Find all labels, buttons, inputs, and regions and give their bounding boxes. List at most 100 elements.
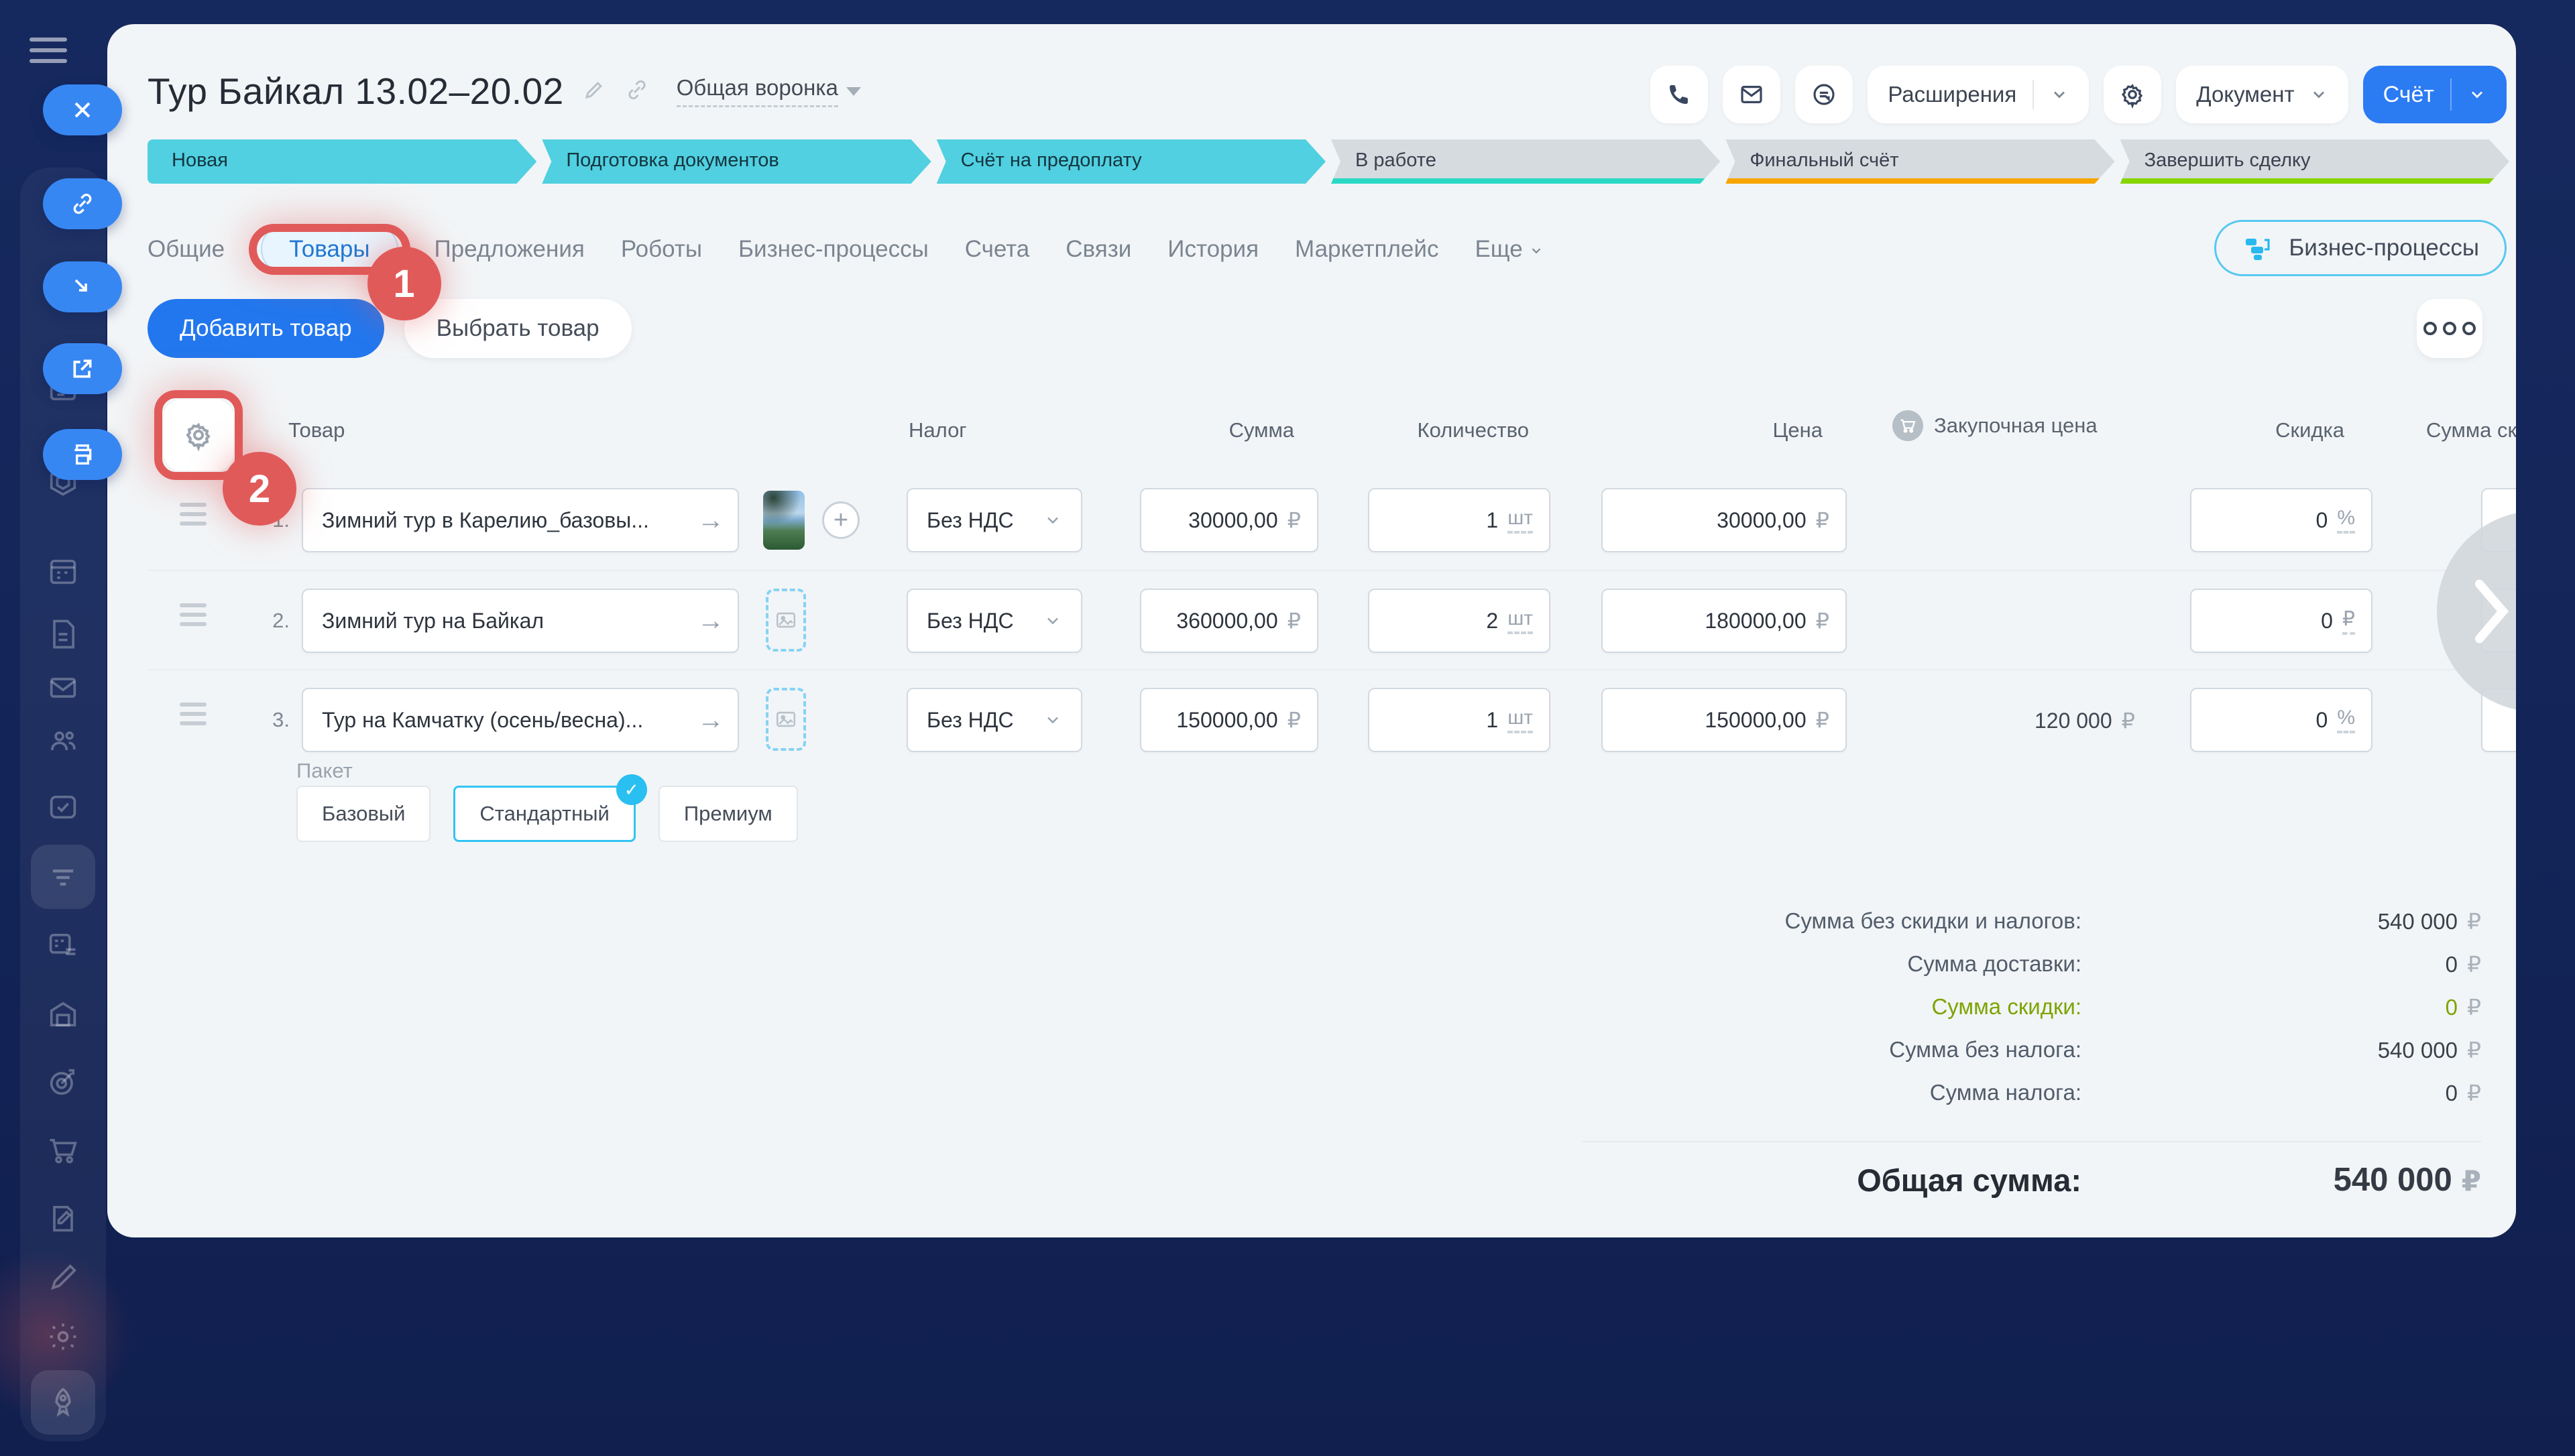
tab-marketplace[interactable]: Маркетплейс xyxy=(1295,236,1439,262)
stage-new[interactable]: Новая xyxy=(148,139,536,184)
price-input[interactable]: 150000,00 ₽ xyxy=(1601,688,1847,752)
pipeline-stages: Новая Подготовка документов Счёт на пред… xyxy=(148,139,2509,184)
settings-button[interactable] xyxy=(2104,66,2162,123)
invoice-button[interactable]: Счёт xyxy=(2362,66,2507,123)
open-external-button[interactable] xyxy=(43,343,122,394)
stage-final-invoice[interactable]: Финальный счёт xyxy=(1725,139,2114,184)
drag-handle-icon[interactable] xyxy=(180,503,207,531)
call-button[interactable] xyxy=(1650,66,1709,123)
amount-input[interactable]: 150000,00 ₽ xyxy=(1140,688,1318,752)
discount-unit-selector[interactable]: % xyxy=(2337,507,2355,534)
crm-funnel-icon[interactable] xyxy=(31,845,95,909)
email-button[interactable] xyxy=(1723,66,1781,123)
cart-icon xyxy=(1892,410,1923,441)
tab-general[interactable]: Общие xyxy=(148,236,225,262)
extensions-button[interactable]: Расширения xyxy=(1868,66,2090,123)
open-product-icon[interactable]: → xyxy=(697,605,724,635)
add-product-button[interactable]: Добавить товар xyxy=(148,299,384,358)
unit-selector[interactable]: шт xyxy=(1507,507,1533,534)
product-name-input[interactable]: Зимний тур в Карелию_базовы... → xyxy=(302,488,739,552)
tab-robots[interactable]: Роботы xyxy=(620,236,703,262)
product-name-input[interactable]: Зимний тур на Байкал → xyxy=(302,589,739,653)
drag-handle-icon[interactable] xyxy=(180,703,207,731)
col-header-price: Цена xyxy=(1772,418,1823,442)
tab-offers[interactable]: Предложения xyxy=(434,236,585,262)
copy-link-button[interactable] xyxy=(43,178,122,229)
package-options: Базовый Стандартный ✓ Премиум xyxy=(296,774,798,842)
tab-products[interactable]: Товары xyxy=(261,224,398,274)
target-icon[interactable] xyxy=(46,1065,80,1099)
discount-input[interactable]: 0% xyxy=(2190,488,2372,552)
table-settings-button[interactable] xyxy=(164,400,233,471)
invoice-label: Счёт xyxy=(2383,81,2434,107)
calendar-icon[interactable] xyxy=(46,554,80,589)
discount-unit-selector[interactable]: % xyxy=(2337,707,2355,733)
stage-prepay[interactable]: Счёт на предоплату xyxy=(937,139,1326,184)
tab-history[interactable]: История xyxy=(1167,236,1259,262)
tax-select[interactable]: Без НДС xyxy=(907,688,1082,752)
open-product-icon[interactable]: → xyxy=(697,705,724,735)
document-button[interactable]: Документ xyxy=(2176,66,2348,123)
price-input[interactable]: 180000,00 ₽ xyxy=(1601,589,1847,653)
edit-title-icon[interactable] xyxy=(581,77,607,106)
discount-input[interactable]: 0 ₽ xyxy=(2190,589,2372,653)
package-option-premium[interactable]: Премиум xyxy=(658,786,798,842)
total-label: Общая сумма: xyxy=(1857,1162,2081,1198)
funnel-selector[interactable]: Общая воронка xyxy=(676,75,838,107)
stage-docs[interactable]: Подготовка документов xyxy=(542,139,931,184)
cart-icon[interactable] xyxy=(46,1133,80,1168)
unit-selector[interactable]: шт xyxy=(1507,607,1533,634)
price-input[interactable]: 30000,00 ₽ xyxy=(1601,488,1847,552)
tasks-icon[interactable] xyxy=(46,790,80,825)
planner-icon[interactable] xyxy=(46,928,80,963)
product-name-input[interactable]: Тур на Камчатку (осень/весна)... → xyxy=(302,688,739,752)
summary-row-discount[interactable]: Сумма скидки: 0 ₽ xyxy=(1931,994,2481,1020)
business-processes-button[interactable]: Бизнес-процессы xyxy=(2214,220,2507,276)
users-icon[interactable] xyxy=(46,724,80,759)
tab-invoices[interactable]: Счета xyxy=(964,236,1030,262)
tab-bizproc[interactable]: Бизнес-процессы xyxy=(738,236,929,262)
rocket-icon[interactable] xyxy=(31,1370,95,1435)
sign-document-icon[interactable] xyxy=(46,1201,80,1236)
open-product-icon[interactable]: → xyxy=(697,505,724,535)
amount-input[interactable]: 30000,00 ₽ xyxy=(1140,488,1318,552)
selected-check-icon: ✓ xyxy=(616,774,647,805)
summary-row: Сумма без скидки и налогов: 540 000 ₽ xyxy=(1784,908,2481,934)
minimize-button[interactable] xyxy=(43,261,122,312)
main-menu-icon[interactable] xyxy=(30,38,67,70)
drag-handle-icon[interactable] xyxy=(180,603,207,631)
pen-icon[interactable] xyxy=(46,1260,80,1295)
purchase-price-value: 120 000 ₽ xyxy=(2034,709,2135,733)
quantity-input[interactable]: 1 шт xyxy=(1368,688,1550,752)
tab-links[interactable]: Связи xyxy=(1066,236,1132,262)
unit-selector[interactable]: шт xyxy=(1507,707,1533,733)
table-row: 2. Зимний тур на Байкал → Без НДС 360000,… xyxy=(107,571,2516,670)
photo-placeholder[interactable] xyxy=(766,688,806,751)
more-options-button[interactable] xyxy=(2417,299,2482,358)
tax-select[interactable]: Без НДС xyxy=(907,488,1082,552)
tax-select[interactable]: Без НДС xyxy=(907,589,1082,653)
chat-button[interactable] xyxy=(1795,66,1853,123)
row-divider xyxy=(148,669,2509,670)
discount-unit-selector[interactable]: ₽ xyxy=(2342,607,2355,635)
package-option-standard[interactable]: Стандартный ✓ xyxy=(453,774,647,842)
quantity-input[interactable]: 2 шт xyxy=(1368,589,1550,653)
settings-icon[interactable] xyxy=(46,1319,80,1354)
quantity-input[interactable]: 1 шт xyxy=(1368,488,1550,552)
amount-input[interactable]: 360000,00 ₽ xyxy=(1140,589,1318,653)
link-icon[interactable] xyxy=(624,77,650,106)
add-photo-button[interactable]: + xyxy=(822,501,860,539)
close-panel-button[interactable] xyxy=(43,84,122,135)
print-button[interactable] xyxy=(43,429,122,480)
warehouse-icon[interactable] xyxy=(46,996,80,1031)
file-icon[interactable] xyxy=(46,617,80,652)
select-product-button[interactable]: Выбрать товар xyxy=(404,299,632,358)
product-photo[interactable] xyxy=(763,491,805,550)
discount-input[interactable]: 0% xyxy=(2190,688,2372,752)
photo-placeholder[interactable] xyxy=(766,589,806,652)
mail-icon[interactable] xyxy=(46,670,80,705)
stage-close[interactable]: Завершить сделку xyxy=(2120,139,2509,184)
package-option-basic[interactable]: Базовый xyxy=(296,786,431,842)
tab-more[interactable]: Еще xyxy=(1475,236,1544,263)
stage-inwork[interactable]: В работе xyxy=(1331,139,1720,184)
